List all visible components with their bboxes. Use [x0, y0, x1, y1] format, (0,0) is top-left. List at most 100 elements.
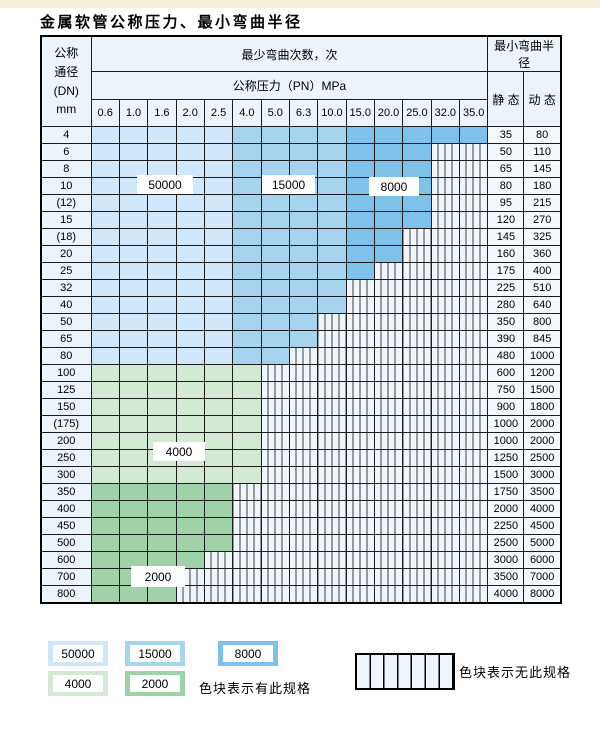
dn-corner-cell: 公称 通径 (DN) mm: [40, 35, 92, 127]
spec-cell: [317, 211, 347, 229]
legend-swatch-15000: 15000: [125, 641, 185, 666]
spec-cell: [260, 194, 290, 212]
no-spec-cell: [345, 483, 375, 501]
no-spec-cell: [373, 585, 404, 604]
no-spec-cell: [317, 347, 347, 365]
no-spec-cell: [260, 398, 290, 416]
spec-cell: [118, 296, 149, 314]
spec-cell: [260, 160, 290, 178]
static-radius-value: 3500: [487, 568, 525, 586]
dn-label: (12): [40, 194, 92, 212]
no-spec-cell: [317, 432, 347, 450]
no-spec-cell: [317, 517, 347, 535]
no-spec-cell: [373, 330, 404, 348]
spec-cell: [175, 279, 205, 297]
spec-cell: [232, 347, 262, 365]
no-spec-cell: [402, 262, 432, 280]
no-spec-cell: [288, 466, 319, 484]
no-spec-cell: [458, 296, 489, 314]
spec-cell: [90, 262, 120, 280]
spec-cell: [118, 160, 149, 178]
no-spec-cell: [430, 381, 460, 399]
no-spec-cell: [232, 483, 262, 501]
spec-cell: [260, 262, 290, 280]
no-spec-cell: [317, 568, 347, 586]
no-spec-cell: [458, 177, 489, 195]
dn-label: 300: [40, 466, 92, 484]
no-spec-cell: [345, 568, 375, 586]
no-spec-cell: [402, 347, 432, 365]
static-radius-value: 280: [487, 296, 525, 314]
static-radius-value: 3000: [487, 551, 525, 569]
no-spec-cell: [373, 483, 404, 501]
spec-cell: [345, 262, 375, 280]
spec-cell: [345, 211, 375, 229]
header-row-1: 公称 通径 (DN) mm 最少弯曲次数，次 最小弯曲半径: [40, 35, 562, 127]
no-spec-cell: [373, 347, 404, 365]
dynamic-radius-value: 2000: [523, 432, 562, 450]
no-spec-cell: [458, 585, 489, 604]
static-radius-value: 4000: [487, 585, 525, 604]
dynamic-radius-value: 640: [523, 296, 562, 314]
spec-cell: [260, 211, 290, 229]
table-row: 4 35 80: [40, 126, 562, 144]
no-spec-cell: [458, 330, 489, 348]
no-spec-cell: [288, 432, 319, 450]
dynamic-radius-value: 270: [523, 211, 562, 229]
spec-cell: [118, 364, 149, 382]
dn-label: 450: [40, 517, 92, 535]
spec-cell: [175, 245, 205, 263]
spec-cell: [458, 126, 489, 144]
no-spec-cell: [458, 568, 489, 586]
spec-cell: [317, 143, 347, 161]
no-spec-cell: [288, 568, 319, 586]
spec-cell: [175, 364, 205, 382]
dn-label: 50: [40, 313, 92, 331]
spec-cell: [288, 313, 319, 331]
no-spec-cell: [402, 228, 432, 246]
dynamic-radius-value: 215: [523, 194, 562, 212]
spec-cell: [317, 194, 347, 212]
no-spec-cell: [430, 143, 460, 161]
spec-cell: [147, 534, 177, 552]
no-spec-cell: [260, 551, 290, 569]
spec-cell: [232, 126, 262, 144]
spec-cell: [288, 126, 319, 144]
spec-cell: [175, 534, 205, 552]
no-spec-cell: [430, 194, 460, 212]
table-row: (18) 145 325: [40, 228, 562, 246]
table-row: 65 390 845: [40, 330, 562, 348]
no-spec-cell: [430, 534, 460, 552]
spec-cell: [345, 245, 375, 263]
no-spec-cell: [232, 568, 262, 586]
pressure-value-header: 0.6: [90, 99, 120, 127]
spec-cell: [203, 160, 234, 178]
pressure-value-header: 32.0: [430, 99, 460, 127]
spec-cell: [288, 160, 319, 178]
no-spec-cell: [260, 466, 290, 484]
dynamic-radius-value: 325: [523, 228, 562, 246]
static-radius-value: 1000: [487, 432, 525, 450]
no-spec-cell: [373, 551, 404, 569]
static-radius-value: 225: [487, 279, 525, 297]
static-radius-value: 175: [487, 262, 525, 280]
no-spec-cell: [373, 296, 404, 314]
no-spec-cell: [458, 143, 489, 161]
legend-no-spec-text: 色块表示无此规格: [459, 665, 572, 680]
spec-cell: [345, 126, 375, 144]
static-radius-value: 120: [487, 211, 525, 229]
bend-cycles-header: 最少弯曲次数，次: [90, 35, 489, 72]
spec-cell: [317, 245, 347, 263]
no-spec-cell: [345, 330, 375, 348]
no-spec-cell: [317, 398, 347, 416]
spec-cell: [90, 296, 120, 314]
spec-cell: [288, 143, 319, 161]
no-spec-cell: [402, 483, 432, 501]
spec-cell: [118, 517, 149, 535]
spec-cell: [203, 398, 234, 416]
static-radius-value: 350: [487, 313, 525, 331]
no-spec-cell: [288, 381, 319, 399]
no-spec-cell: [345, 347, 375, 365]
spec-cell: [232, 466, 262, 484]
